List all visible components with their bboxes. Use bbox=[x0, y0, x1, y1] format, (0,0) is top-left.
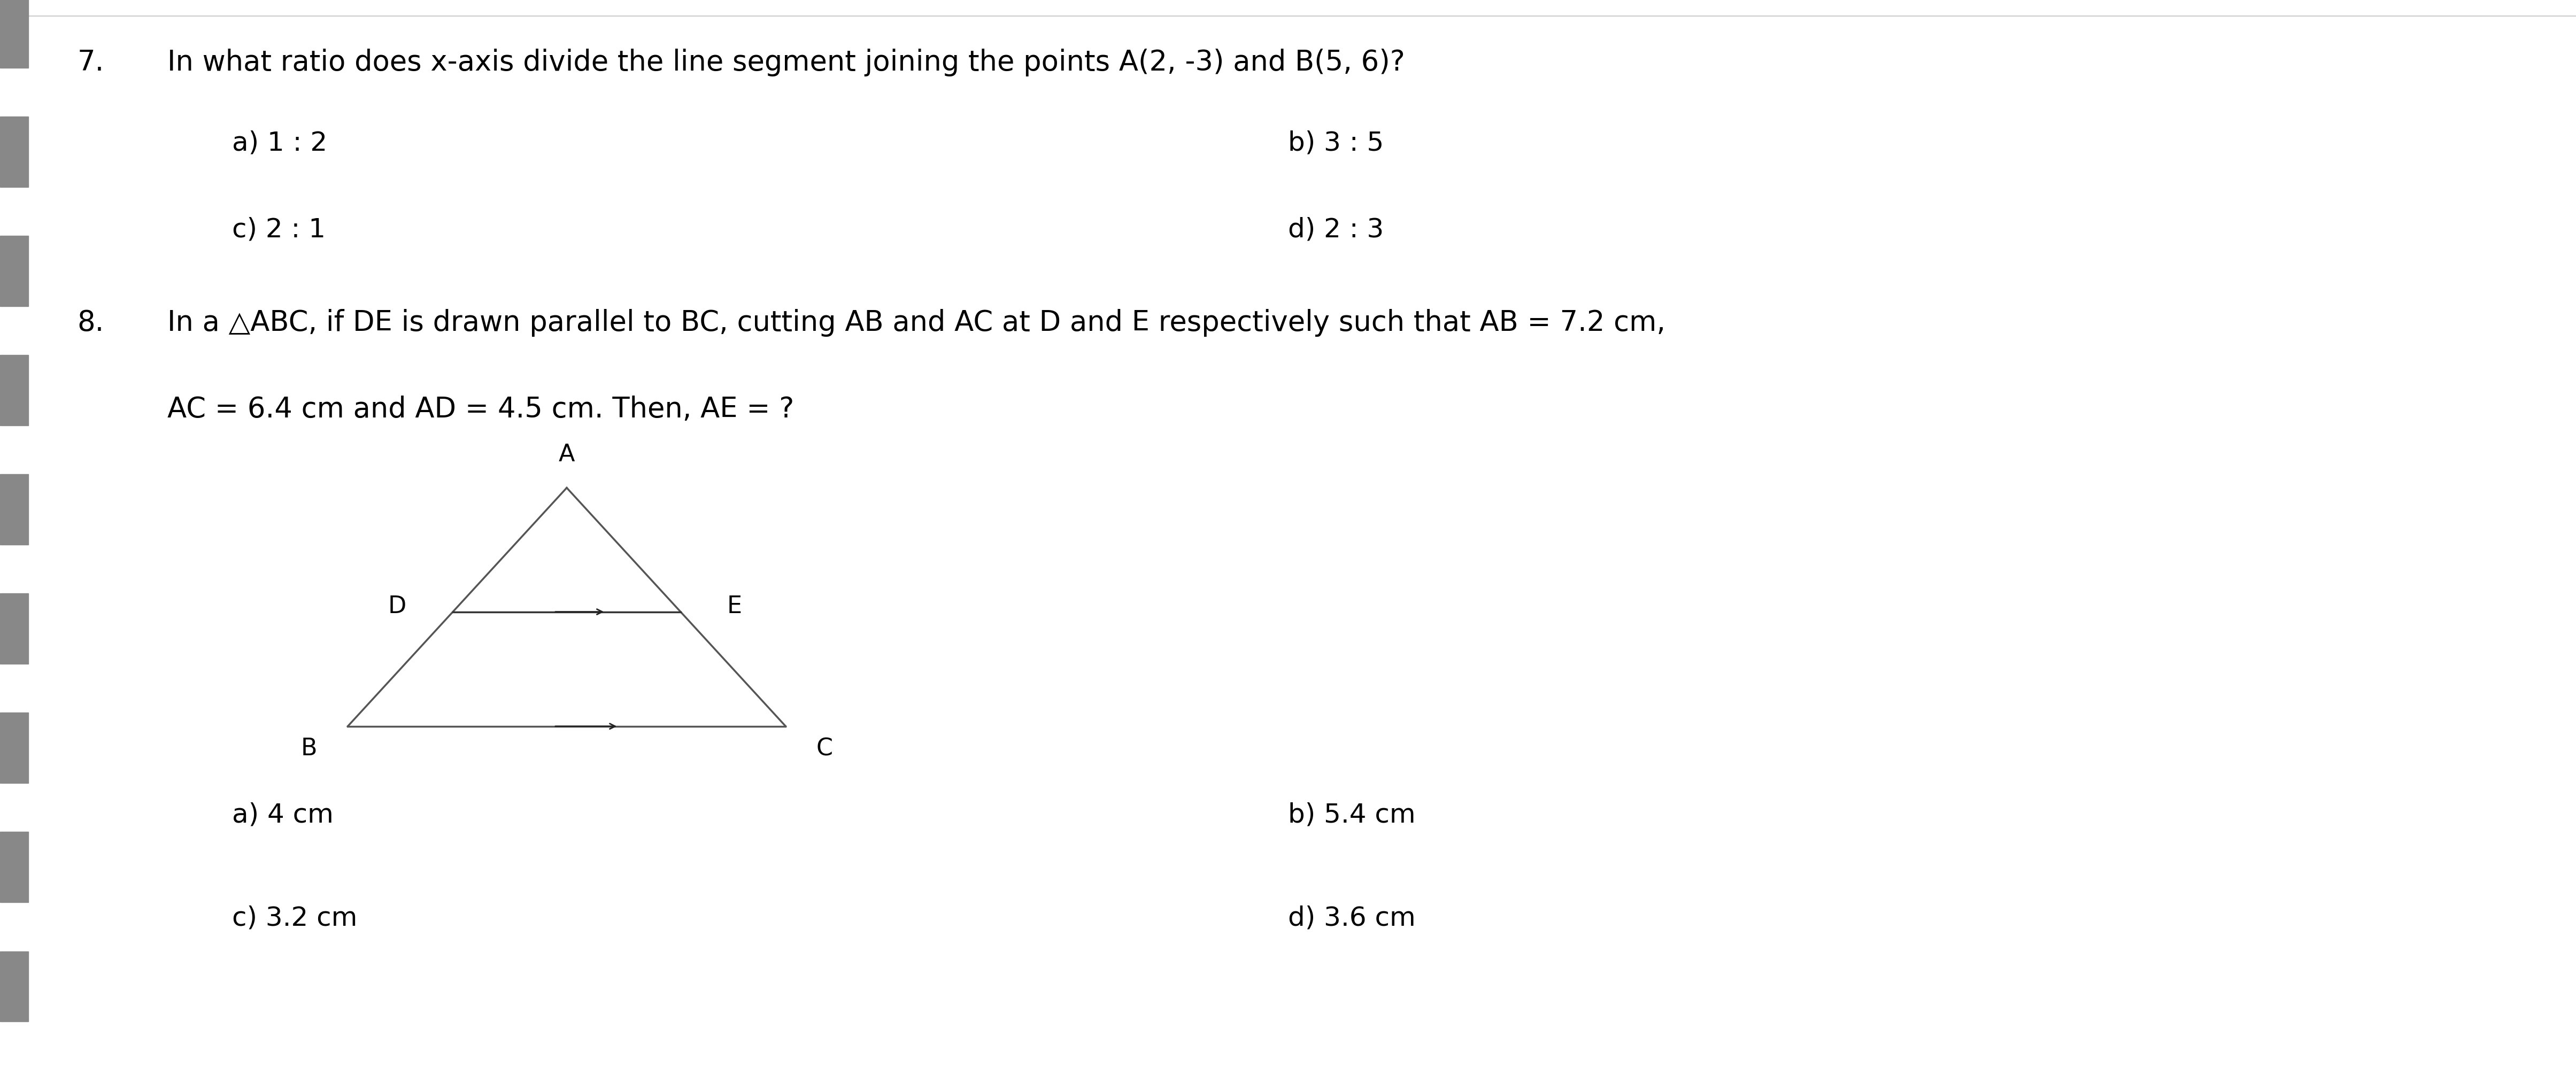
Bar bbox=[0, 475, 28, 544]
Text: a) 1 : 2: a) 1 : 2 bbox=[232, 130, 327, 156]
Text: 8.: 8. bbox=[77, 309, 103, 337]
Bar bbox=[0, 593, 28, 663]
Text: D: D bbox=[389, 595, 407, 618]
Text: a) 4 cm: a) 4 cm bbox=[232, 802, 332, 828]
Bar bbox=[0, 833, 28, 902]
Text: c) 3.2 cm: c) 3.2 cm bbox=[232, 905, 358, 931]
Text: AC = 6.4 cm and AD = 4.5 cm. Then, AE = ?: AC = 6.4 cm and AD = 4.5 cm. Then, AE = … bbox=[167, 396, 793, 424]
Bar bbox=[0, 952, 28, 1021]
Text: B: B bbox=[301, 737, 317, 760]
Text: E: E bbox=[726, 595, 742, 618]
Bar bbox=[0, 356, 28, 425]
Text: c) 2 : 1: c) 2 : 1 bbox=[232, 217, 325, 243]
Text: b) 3 : 5: b) 3 : 5 bbox=[1288, 130, 1383, 156]
Text: d) 2 : 3: d) 2 : 3 bbox=[1288, 217, 1383, 243]
Text: d) 3.6 cm: d) 3.6 cm bbox=[1288, 905, 1417, 931]
Bar bbox=[0, 116, 28, 186]
Text: b) 5.4 cm: b) 5.4 cm bbox=[1288, 802, 1417, 828]
Bar bbox=[0, 235, 28, 306]
Text: 7.: 7. bbox=[77, 49, 103, 77]
Bar bbox=[0, 0, 28, 67]
Text: C: C bbox=[817, 737, 832, 760]
Text: A: A bbox=[559, 443, 574, 466]
Bar bbox=[0, 713, 28, 783]
Text: In what ratio does x-axis divide the line segment joining the points A(2, -3) an: In what ratio does x-axis divide the lin… bbox=[167, 49, 1404, 77]
Text: In a △ABC, if DE is drawn parallel to BC, cutting AB and AC at D and E respectiv: In a △ABC, if DE is drawn parallel to BC… bbox=[167, 309, 1667, 337]
